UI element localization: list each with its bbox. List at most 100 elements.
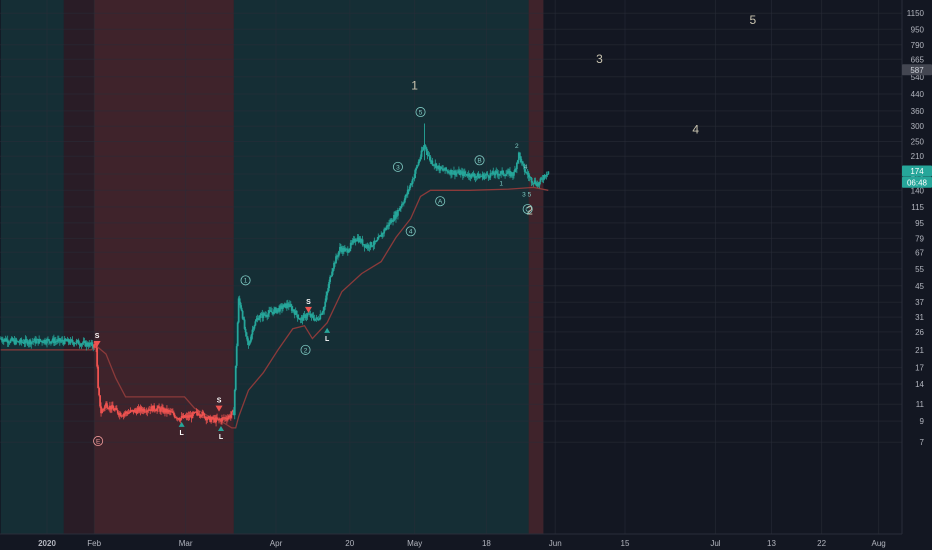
candle-body (466, 175, 469, 177)
zone-3 (233, 0, 529, 534)
candle-body (366, 245, 369, 248)
y-tick-label: 26 (915, 328, 924, 337)
candle-body (308, 313, 311, 315)
candle-body (212, 417, 215, 420)
candle-body (204, 417, 207, 419)
candle-body (502, 170, 505, 175)
candle-body (266, 316, 269, 317)
candle-body (181, 416, 184, 418)
candle-body (283, 304, 285, 308)
candle-body (407, 189, 410, 191)
candle-body (249, 340, 252, 343)
candle-body (1, 340, 4, 342)
candle-body (494, 171, 497, 176)
candle-body (213, 418, 216, 420)
x-tick-label: 15 (621, 539, 630, 548)
candle-body (338, 251, 340, 256)
candle-body (326, 291, 329, 296)
candle-body (304, 314, 307, 319)
candle-body (113, 409, 116, 411)
candle-body (273, 309, 275, 314)
candle-body (540, 178, 543, 180)
candle-body (125, 411, 128, 413)
candle-body (13, 339, 16, 345)
candle-body (117, 413, 120, 416)
candle-body (83, 341, 86, 342)
candle-body (361, 239, 364, 245)
candle-body (383, 229, 386, 234)
zone-1 (63, 0, 95, 534)
candle-body (316, 317, 319, 320)
candle-body (434, 163, 437, 166)
candle-body (350, 242, 353, 244)
candle-body (397, 209, 399, 216)
candle-body (389, 222, 391, 224)
y-tick-label: 9 (920, 417, 925, 426)
candle-body (382, 233, 385, 234)
candle-body (525, 172, 528, 174)
candle-body (301, 317, 304, 321)
wave-label-3: 3 (596, 52, 603, 66)
candle-body (314, 318, 317, 321)
candle-body (56, 339, 59, 342)
candle-body (542, 178, 545, 180)
candle-body (121, 415, 124, 417)
candle-body (387, 225, 390, 227)
candle-body (135, 410, 138, 414)
candle-body (318, 319, 321, 320)
wave-label-4: 4 (692, 123, 699, 137)
x-tick-label: 13 (767, 539, 776, 548)
candle-body (72, 342, 75, 345)
candle-body (49, 341, 51, 344)
candle-body (217, 418, 219, 420)
candle-body (75, 340, 78, 344)
candle-body (381, 233, 384, 237)
candle-body (3, 338, 6, 340)
candle-body (365, 245, 368, 248)
candle-body (107, 407, 109, 409)
candle-body (172, 412, 175, 415)
candle-body (97, 366, 100, 389)
candle-body (263, 313, 266, 316)
x-tick-label: Jul (710, 539, 720, 548)
candle-body (281, 305, 283, 309)
candle-body (490, 173, 493, 175)
candle-body (456, 172, 458, 174)
candle-body (218, 418, 220, 420)
candle-body (269, 310, 272, 312)
candle-body (398, 208, 401, 211)
candle-body (71, 339, 74, 343)
candle-body (360, 239, 363, 243)
candle-body (545, 175, 548, 177)
candle-body (150, 406, 153, 411)
candle-body (413, 173, 416, 179)
candle-body (514, 169, 516, 173)
candle-body (457, 170, 460, 173)
y-tick-label: 540 (911, 73, 925, 82)
candle-body (195, 411, 198, 413)
candle-body (237, 298, 240, 323)
candle-body (414, 168, 417, 174)
candle-body (430, 160, 433, 162)
candle-body (139, 407, 142, 412)
candle-body (371, 246, 374, 248)
y-tick-label: 11 (916, 400, 925, 409)
candle-body (163, 408, 165, 413)
candle-body (415, 166, 418, 169)
candle-body (485, 173, 488, 175)
candle-body (43, 339, 45, 343)
candle-body (285, 303, 288, 308)
candle-body (192, 412, 195, 414)
candle-body (396, 212, 398, 216)
candle-body (240, 307, 243, 311)
candle-body (332, 268, 334, 272)
candle-body (177, 418, 180, 420)
circled-label-ring (405, 226, 416, 237)
candle-body (119, 413, 122, 417)
candle-body (364, 245, 367, 248)
candle-body (528, 177, 531, 178)
candle-body (76, 340, 79, 341)
y-tick-label: 67 (915, 248, 924, 257)
candle-body (346, 249, 349, 253)
